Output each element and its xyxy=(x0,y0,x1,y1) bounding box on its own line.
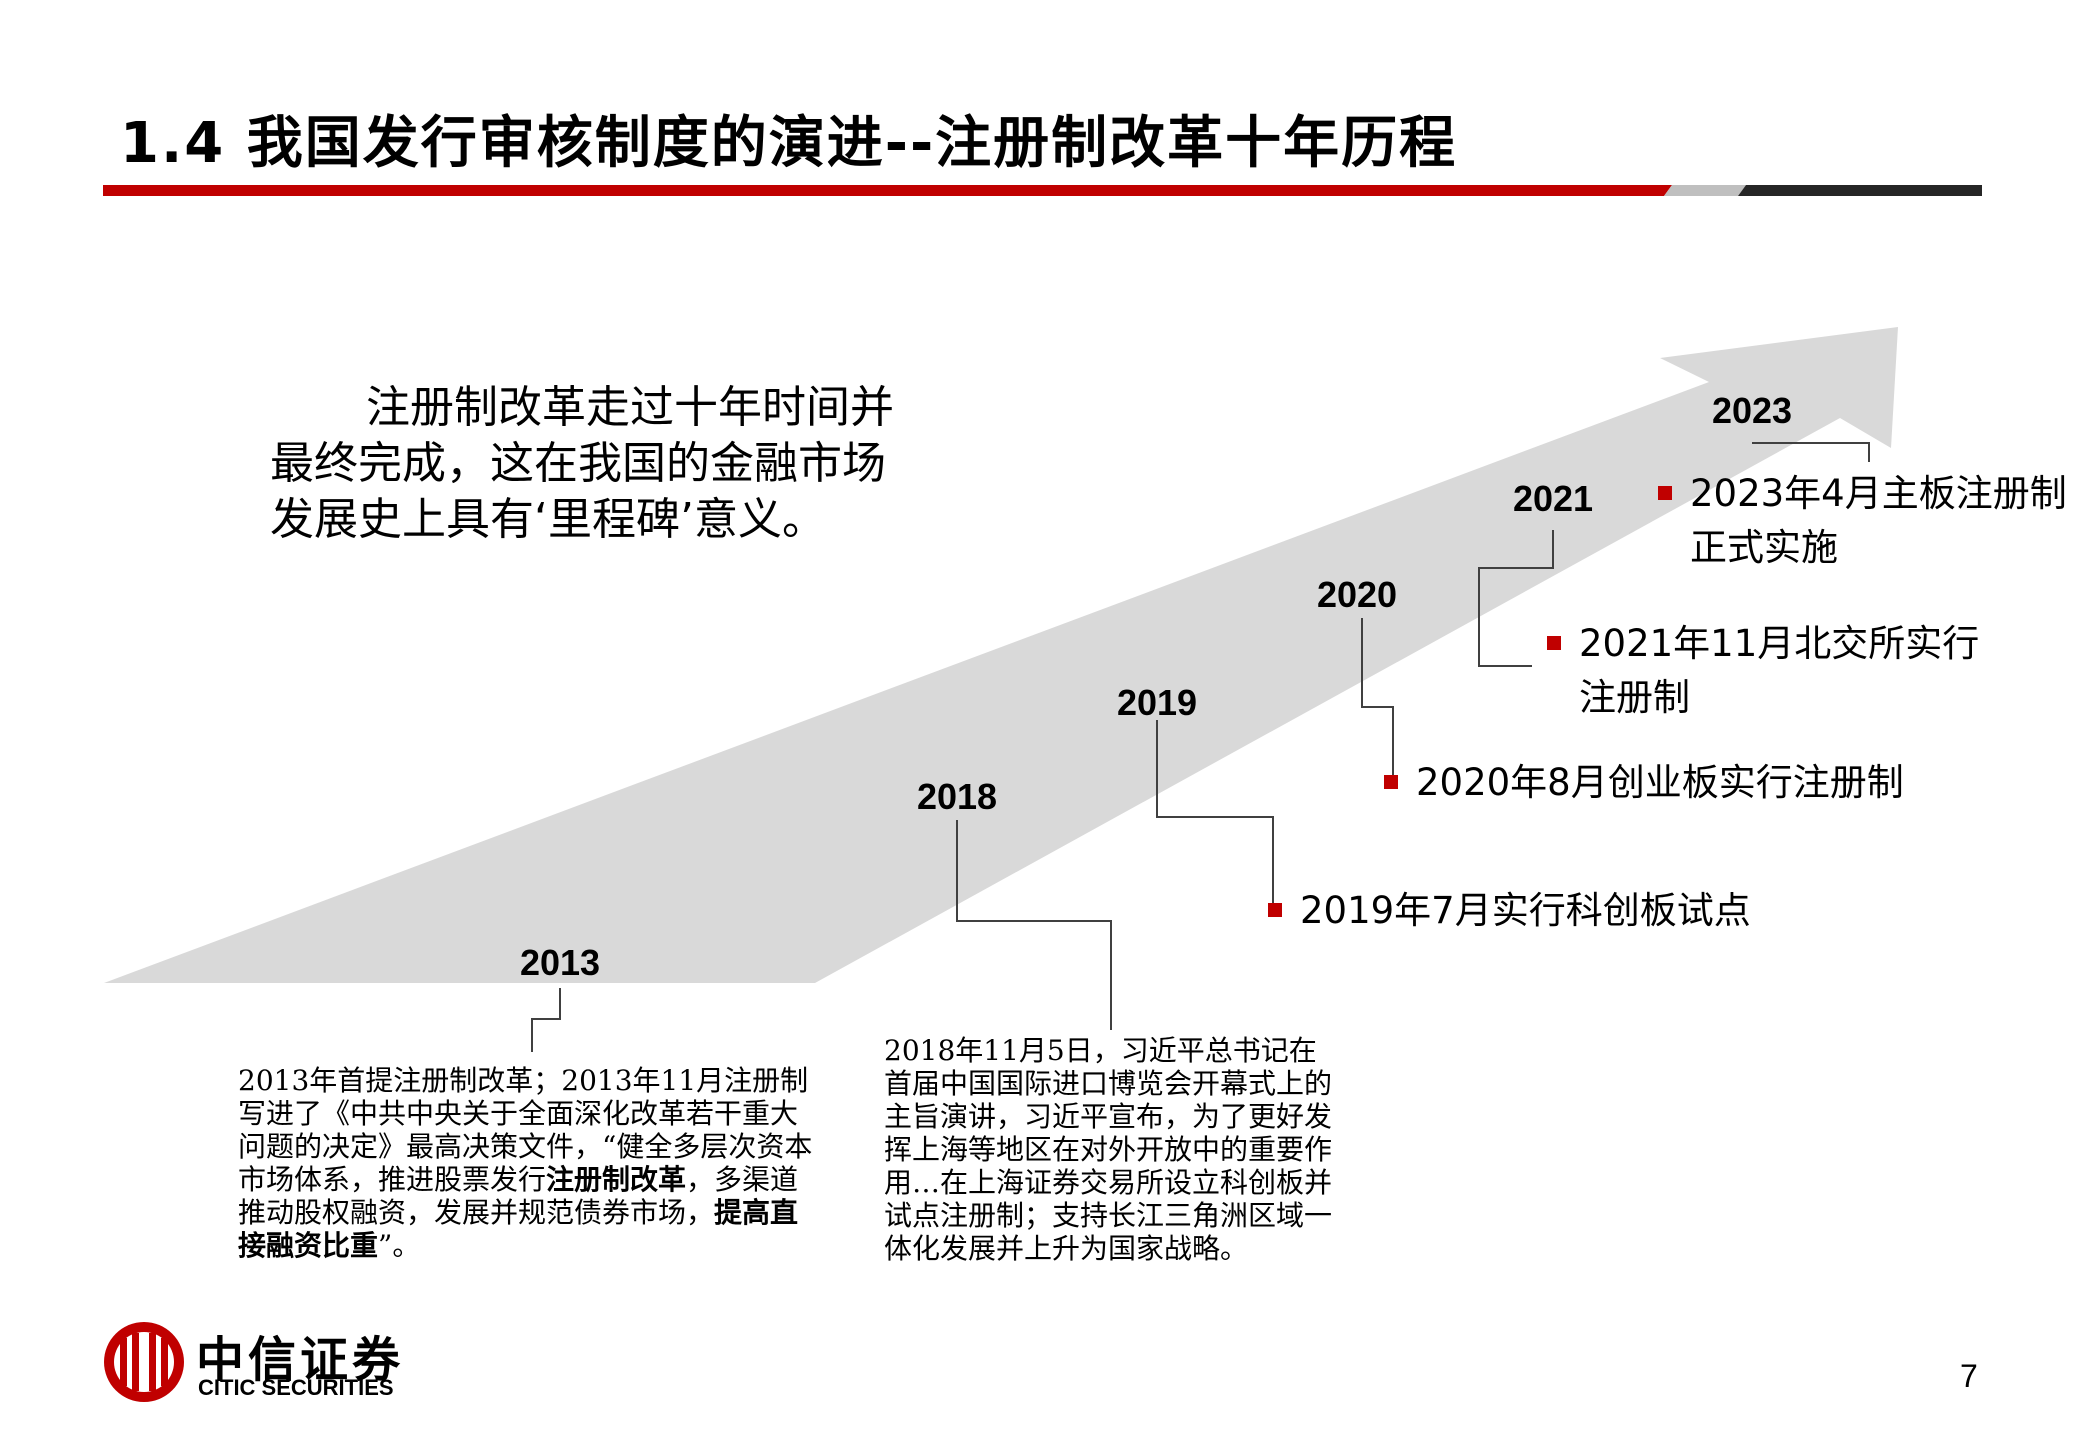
event-2021-text-1: 2021年11月北交所实行 xyxy=(1579,622,1980,665)
year-label-2020: 2020 xyxy=(1316,574,1398,615)
connector-2018 xyxy=(956,820,1112,1030)
connector-2021 xyxy=(1478,530,1554,667)
intro-line-2: 最终完成，这在我国的金融市场 xyxy=(270,438,886,489)
event-2020-text: 2020年8月创业板实行注册制 xyxy=(1416,761,1904,804)
event-2021-text-2: 注册制 xyxy=(1579,676,1690,719)
bullet-square-icon xyxy=(1658,485,1672,500)
note-2018: 2018年11月5日，习近平总书记在首届中国国际进口博览会开幕式上的主旨演讲，习… xyxy=(884,1034,1333,1265)
page-title: 1.4 我国发行审核制度的演进--注册制改革十年历程 xyxy=(120,111,1458,176)
year-label-2013: 2013 xyxy=(519,942,601,983)
note-2013-part-3: ”。 xyxy=(378,1229,421,1262)
event-2019-text: 2019年7月实行科创板试点 xyxy=(1300,889,1751,932)
bullet-square-icon xyxy=(1547,635,1561,650)
intro-line-3: 发展史上具有‘里程碑’意义。 xyxy=(270,494,826,545)
connector-2023 xyxy=(1752,442,1870,462)
year-label-2023: 2023 xyxy=(1711,390,1793,431)
event-2020: 2020年8月创业板实行注册制 xyxy=(1384,756,1904,810)
event-2019: 2019年7月实行科创板试点 xyxy=(1268,884,1751,938)
intro-text: 注册制改革走过十年时间并 最终完成，这在我国的金融市场 发展史上具有‘里程碑’意… xyxy=(270,380,970,548)
year-label-2018: 2018 xyxy=(916,776,998,817)
intro-line-1: 注册制改革走过十年时间并 xyxy=(366,382,894,433)
citic-logo-icon xyxy=(104,1322,184,1402)
note-2013-bold-1: 注册制改革 xyxy=(546,1163,687,1196)
year-label-2021: 2021 xyxy=(1512,478,1594,519)
note-2013-bold-2: 提高直接融资比重 xyxy=(238,1196,799,1262)
event-2023-text-2: 正式实施 xyxy=(1690,526,1838,569)
note-2013-part-1: 2013年首提注册制改革；2013年11月注册制写进了《中共中央关于全面深化改革… xyxy=(238,1064,813,1196)
page-number: 7 xyxy=(1960,1358,1978,1394)
year-label-2019: 2019 xyxy=(1116,682,1198,723)
header-bar-gray xyxy=(1664,185,1746,196)
header-bar-red xyxy=(103,185,1672,196)
bullet-square-icon xyxy=(1384,774,1398,789)
note-2013-part-2: ，多渠道推动股权融资，发展并规范债券市场， xyxy=(238,1163,799,1229)
event-2023: 2023年4月主板注册制 正式实施 xyxy=(1658,467,2067,575)
connector-2020 xyxy=(1361,618,1394,785)
event-2023-text-1: 2023年4月主板注册制 xyxy=(1690,472,2067,515)
growth-arrow xyxy=(104,327,1898,983)
event-2021: 2021年11月北交所实行 注册制 xyxy=(1547,617,1979,725)
connector-2019 xyxy=(1156,720,1274,910)
header-bar-dark xyxy=(1738,185,1982,196)
logo-name-cn: 中信证券 xyxy=(196,1332,405,1388)
logo-name-en: CITIC SECURITIES xyxy=(198,1375,394,1400)
connector-2013 xyxy=(531,988,561,1052)
bullet-square-icon xyxy=(1268,902,1282,917)
note-2013: 2013年首提注册制改革；2013年11月注册制写进了《中共中央关于全面深化改革… xyxy=(238,1064,818,1262)
